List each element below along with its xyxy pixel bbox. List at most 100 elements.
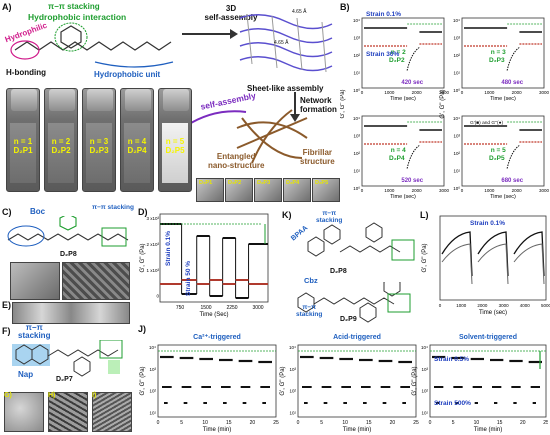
panel-b-ytick: 10¹ (353, 71, 360, 76)
panel-a-3d-label: 3D self-assembly (196, 4, 266, 22)
panel-b-xlabel: Time (sec) (490, 194, 516, 200)
panel-l-curve-2 (477, 243, 509, 285)
vial-name: D₂P1 (13, 146, 33, 155)
panel-j-ytick: 10³ (149, 367, 156, 372)
panel-f-nap: Nap (18, 370, 34, 379)
panel-b-xlabel: Time (sec) (490, 96, 516, 102)
panel-b-ytick: 10² (453, 53, 460, 58)
vial-gel (124, 123, 150, 183)
panel-b-xtick: 3000 (539, 188, 550, 193)
panel-j-xtick: 10 (474, 420, 480, 426)
vial-n: n = 3 (89, 137, 109, 146)
vial-name: D₂P5 (165, 146, 185, 155)
sem-thumbnail: D₂P5 (312, 178, 340, 202)
panel-d-frame (159, 213, 269, 303)
panel-j-ytick: 10⁴ (149, 345, 156, 350)
panel-b-name: D₂P3 (489, 57, 505, 64)
panel-k-name-1: D₂P8 (330, 268, 347, 275)
panel-a-dist2: 4.65 Å (274, 39, 289, 46)
panel-a-3d-text-2: self-assembly (204, 13, 258, 22)
panel-j-ylabel: G', G'' (Pa) (280, 366, 286, 395)
panel-b-ytick: 10⁰ (453, 88, 460, 93)
panel-l-xtick: 0 (439, 303, 442, 308)
panel-b-ytick: 10³ (453, 134, 460, 139)
vial-cap (49, 89, 75, 111)
vial: n = 5 D₂P5 (158, 88, 192, 192)
panel-a-dist1: 4.65 Å (292, 8, 307, 15)
panel-b-ytick: 10² (353, 53, 360, 58)
panel-b-frame (361, 17, 445, 89)
panel-l-curve (513, 231, 545, 277)
panel-b-gprime-b (406, 46, 420, 71)
panel-l-ylabel: G', G'' (Pa) (422, 243, 428, 272)
vial: n = 4 D₂P4 (120, 88, 154, 192)
panel-d-xtick: 750 (176, 305, 185, 311)
vial-label: n = 2 D₂P2 (45, 137, 77, 155)
panel-b-time: 680 sec (501, 178, 523, 184)
panel-d-xtick: 1500 (200, 305, 211, 311)
panel-j-ytick: 10³ (289, 367, 296, 372)
panel-j-ytick: 10⁴ (289, 345, 296, 350)
panel-c-name: D₂P8 (60, 251, 77, 258)
panel-b-label: B) (340, 2, 350, 12)
panel-a-network-2: formation (300, 105, 337, 114)
panel-j-ytick: 10² (149, 389, 156, 394)
panel-b-time: 520 sec (401, 178, 423, 184)
vial: n = 2 D₂P2 (44, 88, 78, 192)
panel-k-molecule-1 (307, 222, 415, 261)
panel-l-xtick: 3000 (499, 303, 510, 308)
panel-j-xtick: 5 (320, 420, 323, 426)
panel-j-ytick: 10¹ (421, 410, 428, 415)
panel-k-name-2: D₂P9 (340, 316, 357, 323)
panel-j-xtick: 25 (543, 420, 548, 426)
panel-b-xtick: 2000 (412, 90, 423, 95)
panel-b-n: n = 4 (391, 147, 406, 154)
panel-b-gprime-b (506, 144, 520, 169)
panel-b-strain-top: Strain 0.1% (366, 11, 401, 18)
panel-j-frame (429, 344, 547, 418)
panel-d-strain-a: Strain 0.1% (165, 231, 172, 266)
panel-e-photo (12, 302, 130, 324)
panel-b-xtick: 0 (361, 90, 364, 95)
sem-label: D₂P1 (199, 180, 213, 186)
panel-b-frame (461, 115, 545, 187)
sem-label: D₂P5 (315, 180, 329, 186)
panel-j-xlabel: Time (min) (203, 427, 231, 433)
panel-b-name: D₂P4 (389, 155, 405, 162)
panel-l-label: L) (420, 210, 429, 220)
panel-k-stack-4: stacking (296, 311, 323, 318)
panel-l-curve (477, 231, 509, 277)
panel-b-time: 480 sec (501, 80, 523, 86)
panel-j-xtick: 10 (202, 420, 208, 426)
panel-c-photo-2 (62, 262, 130, 300)
panel-a-entangled-1: Entangled (216, 152, 256, 161)
panel-b-ytick: 10⁰ (453, 186, 460, 191)
panel-a-label: A) (2, 2, 12, 12)
panel-l-frame (439, 215, 547, 301)
panel-b-xtick: 0 (461, 90, 464, 95)
panel-j-ytick: 10² (421, 389, 428, 394)
panel-j-xtick: 15 (497, 420, 503, 426)
panel-j-xtick: 20 (390, 420, 396, 426)
panel-b-xlabel: Time (sec) (390, 96, 416, 102)
vial: n = 1 D₂P1 (6, 88, 40, 192)
panel-j-xtick: 0 (297, 420, 300, 426)
panel-b-xtick: 3000 (539, 90, 550, 95)
panel-h-label: H) (48, 392, 56, 399)
panel-b-ylabel: G', G'' (Pa) (340, 89, 346, 118)
vial-cap (125, 89, 151, 111)
panel-l-curve-2 (441, 243, 473, 285)
vial-n: n = 5 (165, 137, 185, 146)
sem-label: D₂P2 (228, 180, 242, 186)
vial-label: n = 5 D₂P5 (159, 137, 191, 155)
panel-a-arrow-down (290, 92, 300, 122)
panel-b-xtick: 0 (461, 188, 464, 193)
panel-a-fibrillar-1: Fibrillar (302, 148, 333, 157)
vial-n: n = 1 (13, 137, 33, 146)
panel-b-ytick: 10⁴ (453, 18, 460, 23)
panel-j-label: J) (138, 324, 147, 334)
panel-j-xtick: 15 (226, 420, 232, 426)
panel-l-xtick: 2000 (477, 303, 488, 308)
